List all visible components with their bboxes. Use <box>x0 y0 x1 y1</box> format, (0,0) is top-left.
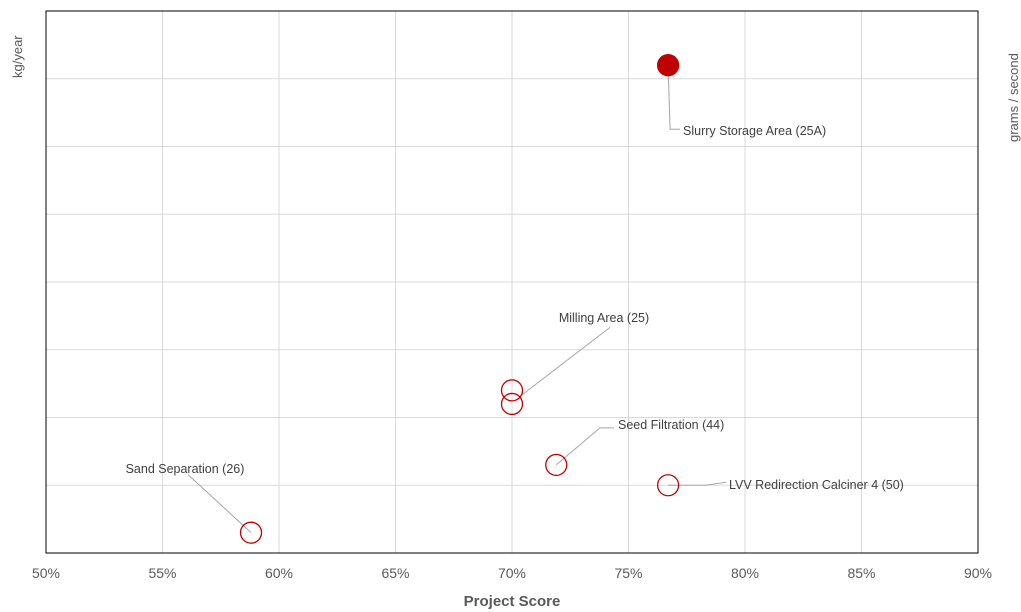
x-tick-labels: 50% 55% 60% 65% 70% 75% 80% 85% 90% <box>32 565 992 581</box>
x-tick-label: 50% <box>32 565 60 581</box>
data-point <box>656 54 680 77</box>
data-point <box>500 379 524 402</box>
data-label: LVV Redirection Calciner 4 (50) <box>729 478 904 492</box>
data-label: Sand Separation (26) <box>126 462 245 476</box>
x-tick-label: 70% <box>498 565 526 581</box>
data-point <box>545 453 568 477</box>
leader-line <box>555 427 614 466</box>
x-tick-label: 55% <box>148 565 176 581</box>
x-tick-label: 85% <box>847 565 875 581</box>
data-point <box>239 521 263 544</box>
leader-lines <box>187 67 727 534</box>
point-labels: Slurry Storage Area (25A) Milling Area (2… <box>126 124 904 492</box>
x-axis-title: Project Score <box>463 593 561 610</box>
data-points <box>239 54 680 544</box>
x-tick-label: 65% <box>381 565 409 581</box>
leader-line <box>187 474 252 534</box>
gridlines <box>46 11 978 553</box>
data-point <box>500 392 524 416</box>
data-label: Seed Filtration (44) <box>618 418 724 432</box>
x-tick-label: 80% <box>731 565 759 581</box>
y-axis-title-right: grams / second <box>1006 53 1021 142</box>
data-label: Slurry Storage Area (25A) <box>683 124 826 138</box>
x-tick-label: 90% <box>964 565 992 581</box>
data-point <box>656 474 680 497</box>
plot-area-frame <box>45 10 979 554</box>
x-tick-label: 60% <box>265 565 293 581</box>
leader-line <box>667 67 680 130</box>
leader-line <box>519 327 611 397</box>
leader-line <box>668 481 727 486</box>
y-axis-title-left: kg/year <box>10 35 25 78</box>
data-label: Milling Area (25) <box>559 311 649 325</box>
x-tick-label: 75% <box>614 565 642 581</box>
